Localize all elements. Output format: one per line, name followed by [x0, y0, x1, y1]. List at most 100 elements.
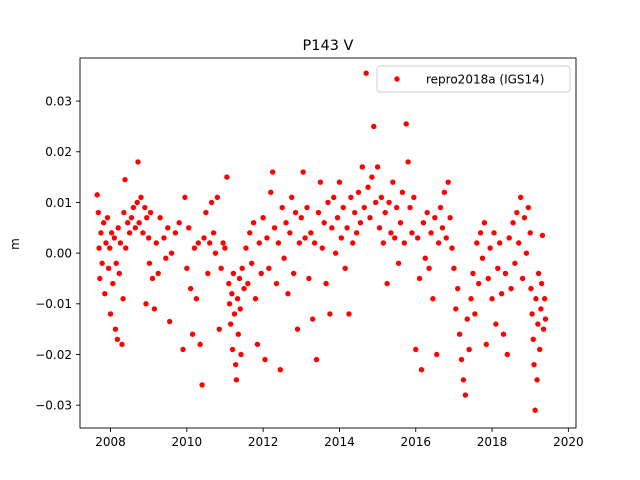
data-point — [140, 230, 146, 236]
data-point — [369, 174, 375, 180]
data-point — [508, 285, 514, 292]
data-point — [416, 275, 423, 282]
data-point — [363, 70, 369, 76]
data-point — [116, 270, 123, 277]
data-point — [145, 235, 152, 241]
data-point — [252, 296, 259, 302]
data-point — [260, 214, 266, 221]
data-point — [292, 209, 299, 216]
data-point — [268, 189, 274, 196]
data-point — [193, 296, 200, 302]
data-point — [187, 285, 194, 292]
data-point — [104, 214, 111, 221]
data-point — [534, 377, 540, 383]
data-point — [138, 194, 144, 201]
data-point — [250, 220, 257, 226]
data-point — [313, 356, 320, 363]
data-point — [359, 164, 366, 170]
data-point — [287, 230, 293, 236]
data-point — [310, 316, 316, 322]
data-point — [401, 240, 408, 246]
data-point — [245, 280, 251, 287]
data-point — [195, 240, 201, 246]
x-tick-label: 2020 — [553, 435, 584, 449]
data-point — [264, 235, 270, 241]
data-point — [277, 367, 284, 373]
data-point — [434, 351, 440, 358]
data-point — [321, 220, 327, 226]
data-point — [311, 240, 318, 246]
y-tick-label: −0.03 — [35, 398, 72, 412]
data-point — [166, 318, 173, 325]
data-point — [110, 280, 116, 287]
data-point — [247, 230, 253, 236]
data-point — [414, 235, 421, 241]
data-point — [474, 240, 480, 246]
data-point — [487, 245, 493, 251]
data-point — [229, 290, 235, 297]
data-point — [214, 194, 221, 201]
data-point — [380, 240, 387, 246]
data-point — [239, 265, 245, 272]
data-point — [163, 255, 169, 261]
data-point — [241, 285, 247, 292]
x-axis: 2008 2010 2012 2014 2016 2018 2020 — [95, 428, 584, 449]
data-point — [479, 255, 486, 261]
data-point — [147, 209, 154, 216]
data-point — [334, 214, 341, 221]
legend-label: repro2018a (IGS14) — [426, 73, 544, 87]
data-point — [540, 326, 547, 332]
data-point — [235, 331, 242, 337]
y-tick-label: 0.01 — [45, 196, 72, 210]
data-point — [149, 275, 156, 282]
data-point — [269, 169, 276, 175]
y-tick-label: 0.02 — [45, 145, 72, 159]
data-point — [123, 245, 129, 251]
data-point — [539, 232, 546, 239]
data-point — [455, 285, 461, 292]
data-point — [390, 179, 396, 185]
legend: repro2018a (IGS14) — [376, 65, 571, 93]
data-point — [456, 331, 463, 337]
data-point — [462, 392, 469, 398]
data-point — [151, 306, 158, 312]
data-point — [435, 240, 442, 246]
data-point — [332, 250, 339, 256]
axes-frame — [79, 57, 577, 429]
data-point — [430, 296, 436, 302]
data-point — [248, 260, 255, 266]
data-point — [468, 296, 474, 302]
data-point — [135, 159, 141, 165]
data-point — [525, 204, 532, 211]
data-point — [189, 331, 196, 337]
data-point — [208, 199, 215, 206]
data-point — [340, 204, 346, 211]
data-point — [236, 275, 243, 282]
data-point — [112, 326, 119, 332]
data-point — [420, 220, 427, 226]
data-point — [516, 240, 522, 246]
data-point — [134, 199, 140, 206]
data-point — [537, 346, 543, 353]
data-point — [234, 296, 241, 302]
data-point — [238, 351, 244, 358]
data-point — [346, 311, 352, 317]
data-point — [483, 341, 490, 348]
data-point — [153, 240, 160, 246]
data-point — [115, 225, 121, 231]
data-point — [136, 220, 142, 226]
data-point — [165, 225, 171, 231]
data-point — [205, 270, 211, 277]
data-point — [491, 230, 497, 236]
x-tick-label: 2010 — [172, 435, 203, 449]
data-point — [411, 194, 417, 201]
data-point — [439, 225, 446, 231]
data-point — [521, 214, 528, 221]
data-point — [220, 240, 226, 246]
data-point — [472, 311, 478, 317]
data-point — [329, 225, 335, 231]
data-point — [357, 220, 364, 226]
data-point — [168, 250, 175, 256]
data-point — [285, 290, 291, 297]
data-point — [458, 356, 465, 363]
